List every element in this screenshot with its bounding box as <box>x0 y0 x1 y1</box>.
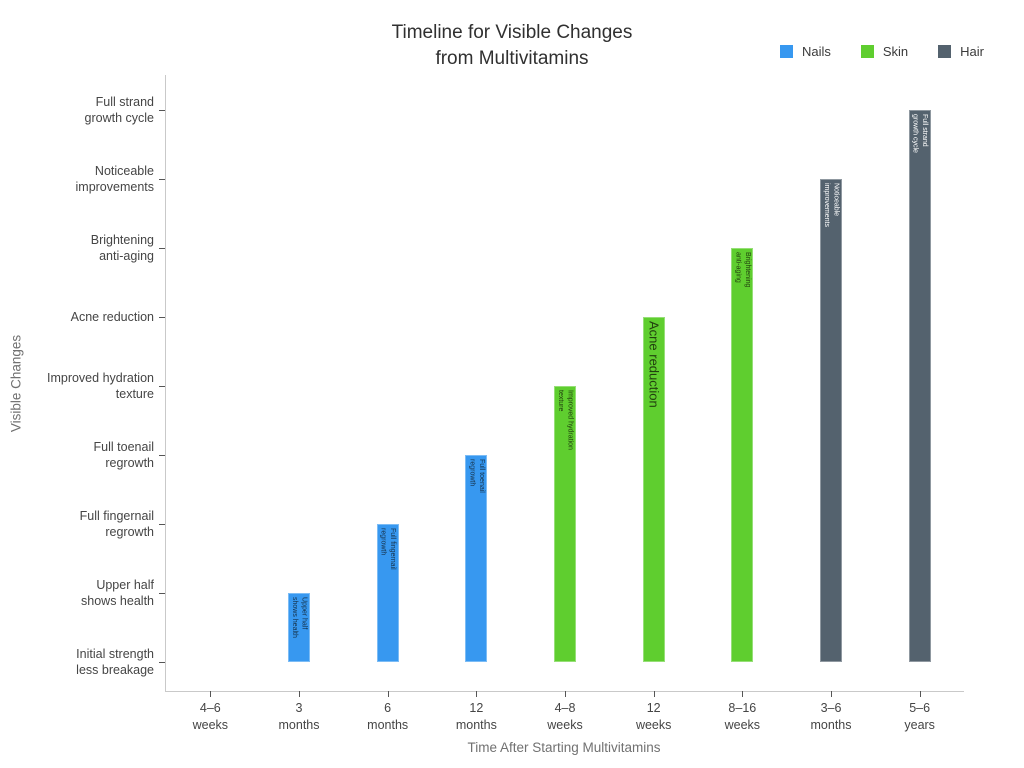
bar-hair-9: Full strand growth cycle <box>908 110 931 662</box>
bar-inside-label: Brightening anti-aging <box>734 252 751 288</box>
x-axis-tick-label: 12 weeks <box>635 701 672 732</box>
y-axis-tick-label: Upper half shows health <box>81 578 154 608</box>
y-axis-tick <box>159 385 165 387</box>
y-axis-tick-label: Noticeable improvements <box>75 164 155 194</box>
y-axis-tick-label: Acne reduction <box>70 310 154 324</box>
y-axis-tick-label: Initial strength less breakage <box>76 647 154 677</box>
y-axis-tick <box>159 247 165 249</box>
bar-inside-label: Full strand growth cycle <box>911 114 929 153</box>
bar-skin-6: Acne reduction <box>642 317 665 662</box>
x-axis-tick-label: 6 months <box>367 701 409 732</box>
x-axis-tick-label: 5–6 years <box>904 701 935 732</box>
legend-label-hair: Hair <box>960 44 984 59</box>
x-axis-tick <box>476 691 478 697</box>
x-axis-title: Time After Starting Multivitamins <box>467 740 661 755</box>
x-axis-tick-label: 4–6 weeks <box>192 701 229 732</box>
y-axis-tick <box>159 523 165 525</box>
x-axis-tick <box>210 691 212 697</box>
y-axis-tick <box>159 178 165 180</box>
bar-nails-2: Upper half shows health <box>288 593 310 662</box>
y-axis-tick <box>159 592 165 594</box>
x-axis-tick-label: 3 months <box>278 701 320 732</box>
bar-skin-7: Brightening anti-aging <box>731 248 754 662</box>
x-axis-tick <box>565 691 566 697</box>
y-axis-tick-label: Full fingernail regrowth <box>79 509 154 539</box>
y-axis-tick-label: Full toenail regrowth <box>93 440 154 470</box>
y-axis-tick <box>159 661 165 663</box>
x-axis-tick-label: 12 months <box>455 701 497 732</box>
bar-hair-8: Noticeable improvements <box>820 179 842 662</box>
legend-label-skin: Skin <box>882 44 909 59</box>
legend-item-hair[interactable]: Hair <box>938 44 984 59</box>
nails-swatch-icon <box>779 45 793 58</box>
x-axis-tick <box>831 691 832 697</box>
bar-skin-5: Improved hydration texture <box>554 386 576 662</box>
bar-inside-label: Upper half shows health <box>291 597 308 638</box>
x-axis-tick <box>742 691 744 697</box>
y-axis-tick <box>159 109 165 111</box>
bar-inside-label: Improved hydration texture <box>557 390 574 450</box>
legend-item-skin[interactable]: Skin <box>860 44 909 59</box>
plot-area: Initial strength less breakage Upper half… <box>47 75 964 732</box>
bar-inside-label: Full fingernail regrowth <box>379 528 397 570</box>
y-axis-tick-label: Brightening anti-aging <box>90 233 154 263</box>
bar-inside-label: Full toenail regrowth <box>468 459 485 493</box>
bar-inside-label: Noticeable improvements <box>823 183 840 227</box>
y-axis-tick <box>159 316 165 318</box>
bar-nails-3: Full fingernail regrowth <box>376 524 399 662</box>
skin-swatch-icon <box>860 45 874 58</box>
legend-item-nails[interactable]: Nails <box>779 44 831 59</box>
bar-nails-4: Full toenail regrowth <box>465 455 488 662</box>
x-axis-tick <box>387 691 389 697</box>
bar-inside-label: Acne reduction <box>646 321 662 408</box>
legend-label-nails: Nails <box>801 44 831 59</box>
chart-title: Timeline for Visible Changes from Multiv… <box>391 22 633 70</box>
y-axis-title: Visible Changes <box>8 334 24 433</box>
x-axis-tick-label: 3–6 months <box>810 701 852 732</box>
x-axis-tick-label: 4–8 weeks <box>547 701 583 732</box>
y-axis-tick <box>159 454 165 456</box>
y-axis-tick-label: Full strand growth cycle <box>84 95 154 125</box>
y-axis-tick-label: Improved hydration texture <box>46 371 154 401</box>
x-axis-tick <box>919 691 921 697</box>
legend: Nails Skin Hair <box>779 44 984 59</box>
hair-swatch-icon <box>938 45 952 58</box>
x-axis-tick <box>653 691 655 697</box>
x-axis-tick <box>299 691 300 697</box>
x-axis-tick-label: 8–16 weeks <box>724 701 761 732</box>
